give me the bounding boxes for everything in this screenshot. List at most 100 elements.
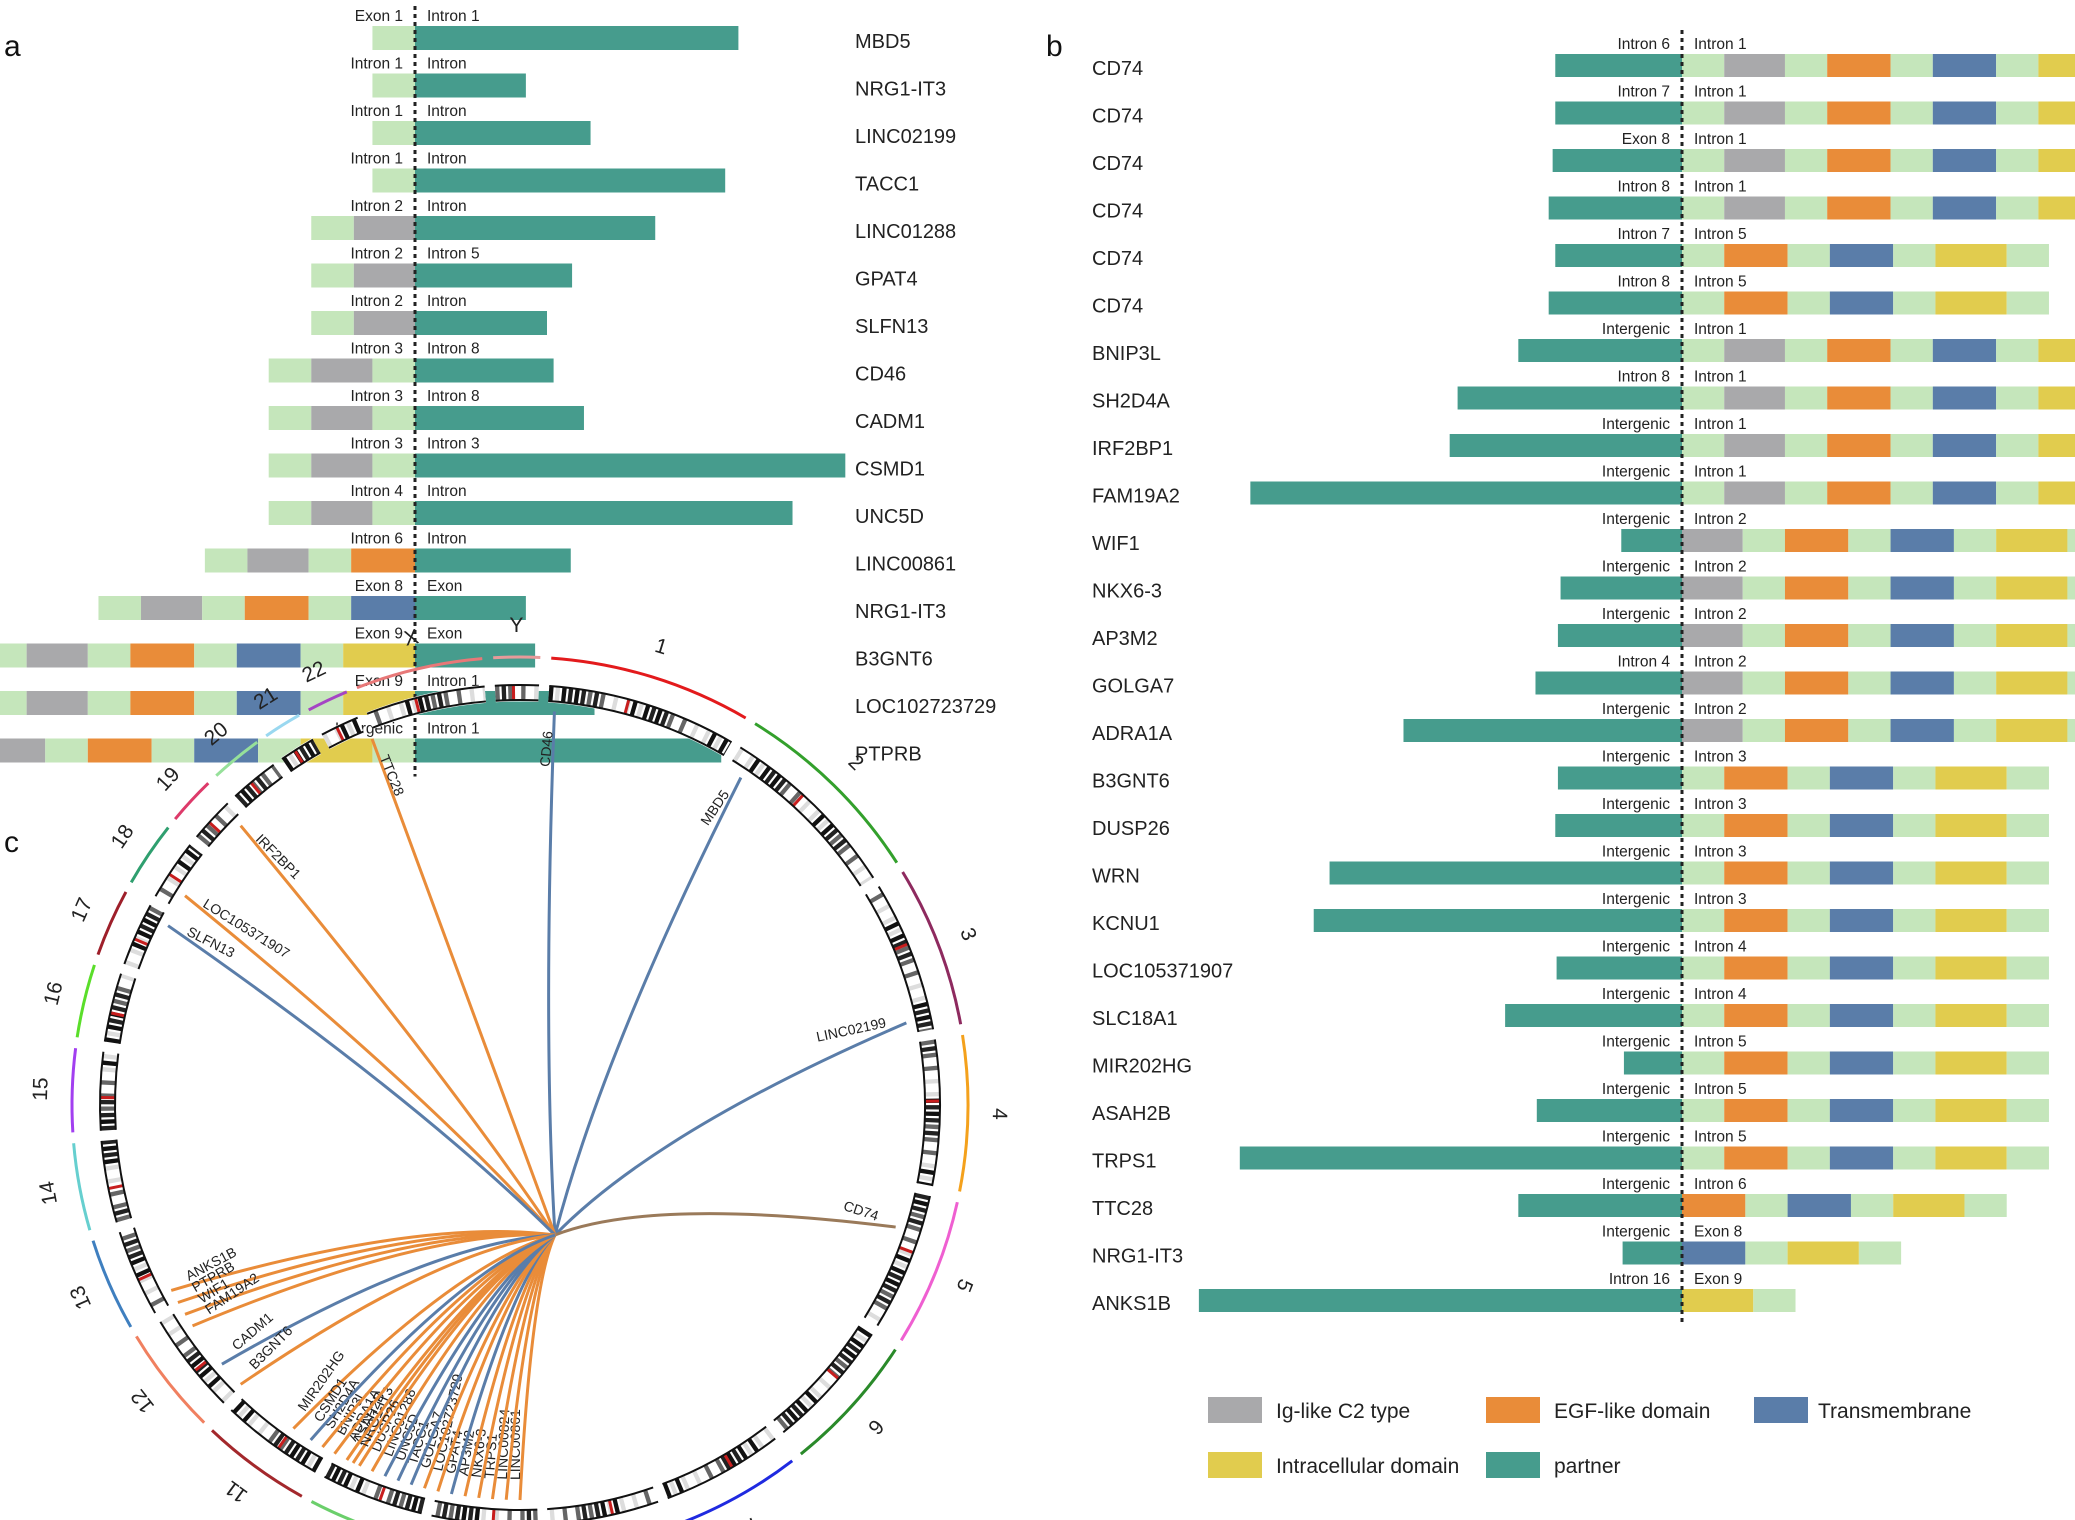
cytoband	[647, 705, 657, 723]
partner-segment	[415, 738, 722, 763]
cytoband	[303, 741, 316, 758]
domain-segment	[1932, 101, 1997, 125]
gene-label: TTC28	[1092, 1198, 1153, 1220]
domain-segment	[1682, 1241, 1746, 1265]
cytoband	[185, 1350, 202, 1364]
domain-segment	[1784, 719, 1849, 742]
cytoband	[806, 808, 822, 823]
cytoband	[832, 837, 848, 852]
domain-segment	[1935, 1051, 2007, 1075]
cytoband	[680, 1474, 691, 1492]
ideogram-inner-border	[137, 911, 165, 970]
cytoband	[324, 1463, 337, 1480]
domain-segment	[2006, 861, 2049, 885]
domain-segment	[1932, 196, 1997, 220]
domain-segment	[1742, 671, 1785, 695]
domain-segment	[1893, 814, 1936, 837]
junction-right-label: Intron 4	[1694, 986, 1747, 1003]
legend-swatch-tm	[1754, 1397, 1808, 1423]
domain-segment	[1682, 766, 1725, 790]
centromere-mark	[623, 698, 631, 715]
junction-left-label: Intergenic	[1602, 464, 1670, 481]
domain-segment	[1724, 481, 1785, 505]
domain-segment	[2006, 956, 2049, 980]
cytoband	[144, 911, 161, 923]
cytoband	[391, 703, 401, 720]
chromosome-label: 12	[127, 1385, 160, 1418]
junction-left-label: Intergenic	[1602, 796, 1670, 813]
domain-segment	[1724, 1051, 1788, 1075]
domain-segment	[1682, 909, 1725, 932]
partner-segment	[415, 643, 536, 668]
cytoband	[206, 1374, 222, 1389]
cytoband	[159, 1313, 176, 1326]
cytoband	[152, 1301, 169, 1314]
partner-segment	[1623, 1051, 1682, 1075]
domain-segment	[247, 548, 309, 573]
cytoband	[878, 909, 895, 921]
gene-label: WRN	[1092, 866, 1140, 888]
cytoband	[629, 700, 639, 717]
junction-right-label: Intron 3	[427, 436, 480, 453]
domain-segment	[1893, 766, 1936, 790]
domain-segment	[1745, 1194, 1788, 1217]
chromosome-label: 7	[742, 1511, 763, 1520]
cytoband	[281, 756, 295, 772]
cytoband	[757, 1430, 771, 1446]
ideogram-inner-border	[244, 776, 284, 809]
cytoband	[919, 1039, 937, 1047]
cytoband	[321, 732, 333, 749]
cytoband	[127, 1249, 144, 1260]
domain-segment	[202, 596, 245, 620]
domain-segment	[1784, 481, 1828, 505]
cytoband	[593, 1501, 601, 1519]
domain-segment	[351, 548, 415, 573]
domain-segment	[372, 406, 415, 430]
domain-segment	[343, 643, 415, 668]
domain-segment	[1935, 244, 2007, 267]
cytoband	[184, 848, 200, 862]
panel-b-label: b	[1046, 30, 1063, 63]
domain-segment	[1890, 481, 1933, 505]
cytoband	[211, 1379, 226, 1394]
domain-segment	[1787, 1241, 1859, 1265]
chromosome-label: 11	[221, 1476, 252, 1507]
cytoband	[880, 915, 898, 927]
cytoband	[351, 718, 362, 735]
cytoband	[910, 1205, 928, 1214]
partner-segment	[1457, 386, 1682, 410]
ideogram-inner-border	[207, 813, 239, 848]
cytoband	[908, 988, 926, 998]
gene-label: PTPRB	[855, 744, 922, 766]
partner-segment	[415, 596, 526, 620]
domain-segment	[1724, 1004, 1788, 1027]
cytoband	[864, 1315, 879, 1326]
cytoband	[336, 1468, 348, 1486]
domain-segment	[1829, 244, 1894, 267]
ideogram-outer-border	[782, 1333, 873, 1434]
cytoband	[140, 1279, 157, 1290]
cytoband	[467, 1506, 474, 1520]
ideogram-outer-border	[431, 1514, 463, 1520]
junction-left-label: Intron 3	[350, 388, 403, 405]
junction-left-label: Intron 8	[1617, 369, 1670, 386]
cytoband	[610, 695, 619, 712]
cytoband	[398, 701, 407, 718]
domain-segment	[1784, 529, 1849, 552]
legend-swatch-ig	[1208, 1397, 1262, 1423]
cytoband	[423, 694, 432, 712]
cytoband	[824, 827, 840, 842]
domain-segment	[1682, 624, 1743, 647]
junction-left-label: Intergenic	[1602, 701, 1670, 718]
domain-segment	[1784, 434, 1828, 457]
cytoband	[878, 1288, 895, 1300]
cytoband	[198, 1365, 214, 1380]
ideogram-inner-border	[172, 1313, 236, 1393]
junction-left-label: Intron 2	[350, 246, 403, 263]
gene-label: GPAT4	[855, 269, 918, 291]
cytoband	[742, 754, 756, 770]
cytoband	[856, 1325, 873, 1339]
junction-right-label: Intron 5	[1694, 226, 1747, 243]
cytoband	[215, 1384, 231, 1399]
cytoband	[612, 1497, 621, 1515]
